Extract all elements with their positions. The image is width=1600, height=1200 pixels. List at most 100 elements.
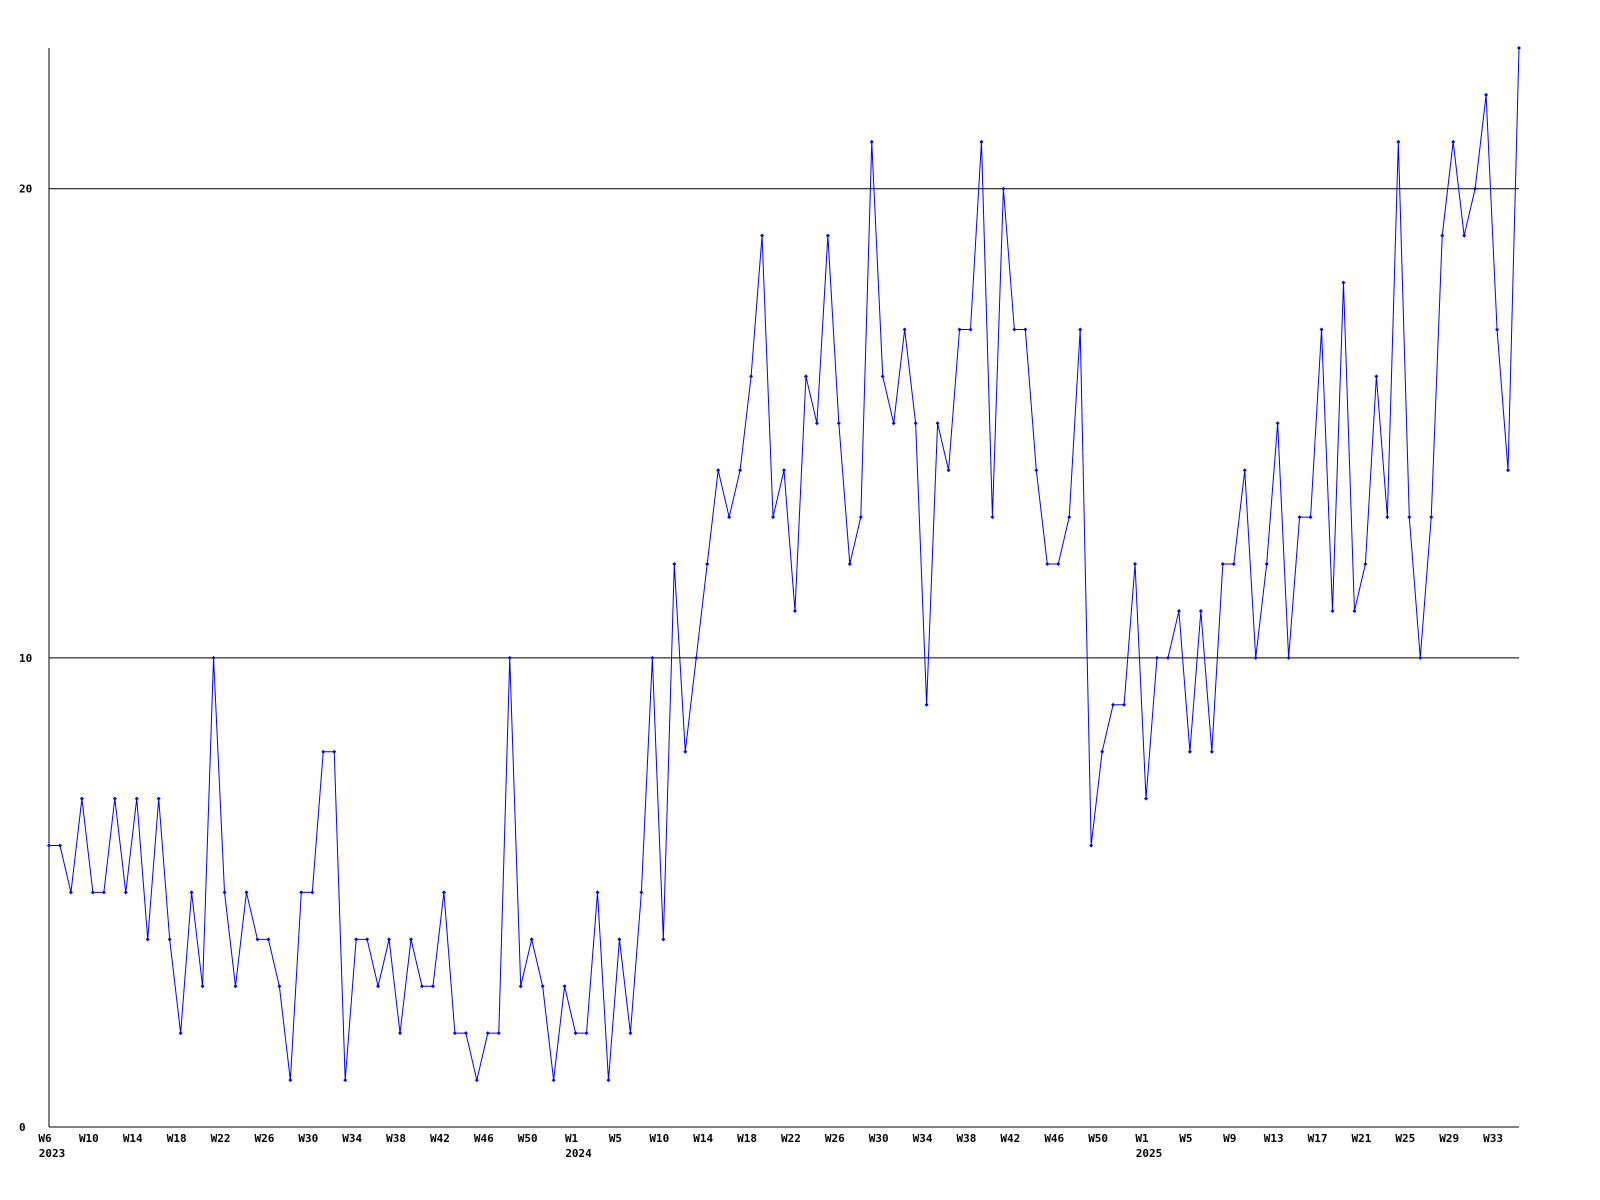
point-marker [266, 937, 271, 942]
point-marker [1198, 608, 1203, 613]
point-marker [1001, 186, 1006, 191]
point-marker [441, 890, 446, 895]
y-tick-label: 10 [19, 652, 32, 665]
point-marker [1187, 749, 1192, 754]
x-tick-label: W34 [342, 1132, 362, 1145]
point-marker [1045, 562, 1050, 567]
x-tick-label: W18 [167, 1132, 187, 1145]
point-marker [1451, 139, 1456, 144]
point-marker [1462, 233, 1467, 238]
point-marker [782, 468, 786, 473]
point-marker [145, 937, 150, 942]
x-tick-label: W33 [1483, 1132, 1503, 1145]
point-marker [1220, 562, 1225, 567]
point-marker [1242, 468, 1247, 473]
point-marker [79, 796, 84, 801]
point-marker [606, 1078, 611, 1083]
point-marker [1089, 843, 1094, 848]
x-tick-label: W17 [1308, 1132, 1328, 1145]
point-marker [880, 374, 885, 379]
point-marker [1133, 562, 1138, 567]
point-marker [540, 984, 545, 989]
point-marker [946, 468, 951, 473]
x-tick-label: W14 [693, 1132, 713, 1145]
point-marker [321, 749, 326, 754]
x-tick-label: W50 [1088, 1132, 1108, 1145]
y-tick-label: 20 [19, 183, 32, 196]
point-marker [529, 937, 534, 942]
x-tick-label: W42 [430, 1132, 450, 1145]
point-marker [1100, 749, 1105, 754]
point-marker [1385, 515, 1390, 520]
x-tick-label: W34 [913, 1132, 933, 1145]
point-marker [891, 421, 896, 426]
point-marker [112, 796, 117, 801]
x-tick-label: W46 [1044, 1132, 1064, 1145]
point-marker [1253, 655, 1258, 660]
point-marker [716, 468, 721, 473]
point-marker [935, 421, 940, 426]
point-marker [507, 655, 512, 660]
point-marker [255, 937, 260, 942]
point-marker [310, 890, 315, 895]
point-marker [211, 655, 216, 660]
point-marker [1056, 562, 1061, 567]
point-marker [167, 937, 172, 942]
x-tick-label: W50 [518, 1132, 538, 1145]
x-tick-label: W29 [1439, 1132, 1459, 1145]
point-marker [101, 890, 106, 895]
point-marker [47, 843, 51, 848]
x-tick-label: W6 [38, 1132, 52, 1145]
point-marker [68, 890, 73, 895]
point-marker [178, 1031, 183, 1036]
point-marker [452, 1031, 457, 1036]
x-tick-label: W42 [1000, 1132, 1020, 1145]
x-tick-label: W1 [1135, 1132, 1149, 1145]
point-marker [518, 984, 523, 989]
x-year-label: 2023 [39, 1147, 66, 1160]
x-tick-label: W38 [386, 1132, 406, 1145]
point-marker [979, 139, 984, 144]
point-marker [233, 984, 238, 989]
x-tick-label: W30 [298, 1132, 318, 1145]
point-marker [727, 515, 732, 520]
point-marker [661, 937, 666, 942]
point-marker [387, 937, 392, 942]
point-marker [463, 1031, 468, 1036]
point-marker [189, 890, 194, 895]
x-tick-label: W14 [123, 1132, 143, 1145]
point-marker [694, 655, 699, 660]
point-marker [1111, 702, 1116, 707]
point-marker [1352, 608, 1357, 613]
point-marker [968, 327, 973, 332]
x-tick-label: W5 [609, 1132, 622, 1145]
point-marker [858, 515, 863, 520]
x-tick-label: W30 [869, 1132, 889, 1145]
point-marker [299, 890, 304, 895]
point-marker [496, 1031, 501, 1036]
point-marker [803, 374, 808, 379]
x-tick-label: W13 [1264, 1132, 1284, 1145]
series-line [49, 47, 1520, 1081]
point-marker [836, 421, 841, 426]
x-tick-label: W18 [737, 1132, 757, 1145]
point-marker [1484, 92, 1489, 97]
point-marker [123, 890, 128, 895]
point-marker [1396, 139, 1401, 144]
point-marker [595, 890, 600, 895]
point-marker [1341, 280, 1346, 285]
point-marker [584, 1031, 589, 1036]
point-marker [562, 984, 567, 989]
point-marker [869, 139, 874, 144]
point-marker [1286, 655, 1291, 660]
point-marker [1078, 327, 1083, 332]
point-marker [419, 984, 424, 989]
point-marker [1418, 655, 1423, 660]
point-marker [902, 327, 907, 332]
point-marker [277, 984, 282, 989]
point-marker [792, 608, 797, 613]
point-marker [1473, 186, 1478, 191]
point-marker [156, 796, 161, 801]
point-marker [376, 984, 381, 989]
point-marker [1319, 327, 1324, 332]
